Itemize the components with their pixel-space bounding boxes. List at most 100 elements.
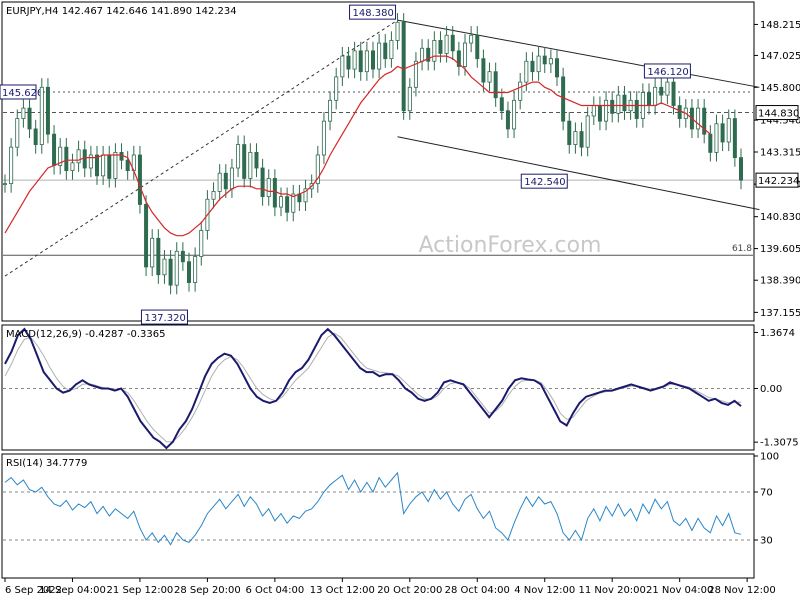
candle-body — [444, 34, 449, 54]
candle-body — [193, 256, 198, 283]
candle-body — [475, 34, 480, 60]
candle-body — [64, 146, 69, 172]
x-tick-label: 14 Sep 04:00 — [39, 585, 106, 596]
candle-body — [487, 71, 492, 83]
candle-body — [199, 230, 204, 257]
candle-body — [156, 237, 161, 276]
macd-layer: 1.3674 0.00 -1.3075 — [3, 327, 799, 450]
candle-body — [352, 50, 357, 70]
candle-body — [180, 250, 185, 263]
price-annotation-box — [520, 173, 568, 189]
candle-body — [383, 42, 388, 60]
candle-body — [524, 60, 529, 83]
x-tick-label: 20 Oct 20:00 — [377, 585, 442, 596]
candle-body — [242, 144, 247, 179]
channel-line — [397, 136, 760, 211]
candle-body — [726, 118, 731, 143]
candle-body — [389, 40, 394, 60]
candle-body — [413, 60, 418, 88]
price-annotation-label: 137.320 — [144, 313, 185, 324]
candle-body — [113, 151, 118, 179]
x-tick-label: 21 Sep 12:00 — [107, 585, 174, 596]
candle-body — [9, 146, 14, 185]
candle-body — [88, 154, 93, 169]
candle-body — [426, 47, 431, 62]
candle-body — [315, 154, 320, 185]
candle-body — [125, 159, 130, 172]
candle-body — [211, 191, 216, 200]
candle-body — [3, 183, 8, 186]
candle-body — [321, 120, 326, 156]
candle-body — [278, 196, 283, 208]
candle-body — [542, 55, 547, 65]
candle-body — [291, 193, 296, 213]
candle-body — [340, 55, 345, 78]
candle-body — [432, 40, 437, 62]
candle-body — [714, 123, 719, 153]
candle-body — [708, 133, 713, 153]
x-tick-label: 28 Nov 12:00 — [708, 585, 775, 596]
candle-body — [266, 178, 271, 198]
price-y-tick-label: 137.155 — [760, 308, 800, 319]
candle-body — [377, 42, 382, 70]
candle-body — [732, 118, 737, 158]
candle-body — [512, 99, 517, 130]
candle-body — [536, 55, 541, 73]
rsi-y-tick-label: 30 — [760, 536, 773, 547]
candle-body — [493, 71, 498, 99]
price-panel-title: EURJPY,H4 142.467 142.646 141.890 142.23… — [6, 6, 237, 17]
candle-body — [456, 50, 461, 67]
candle-body — [248, 151, 253, 179]
candle-body — [223, 172, 228, 190]
price-layer: 148.215147.025145.800144.540143.315142.0… — [0, 4, 800, 325]
candle-body — [622, 94, 627, 112]
candle-body — [328, 99, 333, 122]
candle-body — [76, 149, 81, 164]
rsi-y-tick-label: 100 — [760, 452, 779, 463]
candle-body — [58, 146, 63, 166]
candle-body — [573, 131, 578, 145]
candle-body — [530, 60, 535, 73]
x-tick-label: 28 Sep 20:00 — [174, 585, 241, 596]
x-tick-label: 11 Nov 20:00 — [578, 585, 645, 596]
moving-average-line — [4, 55, 711, 237]
price-annotation-label: 148.380 — [353, 8, 394, 19]
macd-y-tick-label: 1.3674 — [760, 328, 795, 339]
macd-panel-title: MACD(12,26,9) -0.4287 -0.3365 — [6, 329, 166, 340]
macd-y-tick-label: -1.3075 — [760, 438, 799, 449]
candle-body — [702, 107, 707, 135]
candle-body — [285, 196, 290, 213]
rsi-panel-frame — [1, 453, 755, 579]
candle-body — [561, 76, 566, 122]
price-annotation-label: 146.120 — [647, 67, 688, 78]
x-tick-label: 28 Oct 04:00 — [445, 585, 510, 596]
candle-body — [677, 105, 682, 119]
channel-line — [397, 19, 760, 88]
candle-body — [401, 21, 406, 112]
candle-body — [346, 55, 351, 70]
x-tick-label: 13 Oct 12:00 — [310, 585, 375, 596]
candle-body — [548, 58, 553, 65]
rsi-line — [4, 471, 742, 546]
price-y-tick-label: 139.605 — [760, 244, 800, 255]
candle-body — [52, 133, 57, 166]
candle-body — [720, 123, 725, 143]
candle-body — [591, 105, 596, 117]
price-annotation-box — [140, 309, 188, 325]
candle-body — [647, 92, 652, 106]
candle-body — [555, 58, 560, 78]
candle-body — [334, 76, 339, 101]
x-tick-label: 4 Nov 12:00 — [514, 585, 575, 596]
candle-body — [101, 154, 106, 177]
candle-body — [462, 42, 467, 67]
price-marker-label: 142.234 — [758, 176, 799, 187]
candle-body — [107, 154, 112, 179]
candle-body — [395, 21, 400, 41]
candle-body — [33, 128, 38, 145]
candle-body — [150, 237, 155, 268]
candle-body — [39, 86, 44, 145]
price-annotation-box — [643, 63, 691, 79]
x-tick-label: 21 Nov 04:00 — [646, 585, 713, 596]
